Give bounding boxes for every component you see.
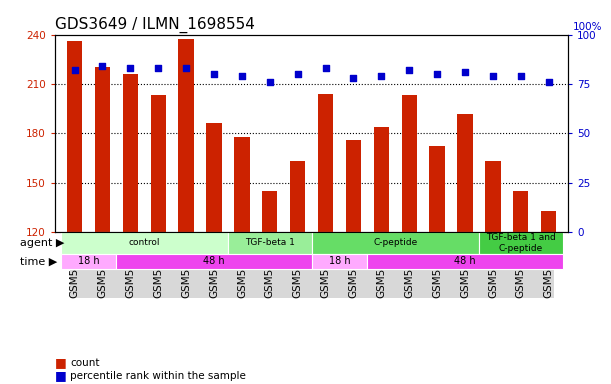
Point bbox=[544, 79, 554, 85]
Point bbox=[237, 73, 247, 79]
Bar bbox=[458, 114, 473, 232]
Point bbox=[321, 65, 331, 71]
Text: ■: ■ bbox=[55, 356, 67, 369]
Point bbox=[209, 71, 219, 77]
Bar bbox=[401, 96, 417, 232]
Point bbox=[265, 79, 275, 85]
Bar bbox=[150, 96, 166, 232]
Text: C-peptide: C-peptide bbox=[373, 238, 417, 247]
Bar bbox=[479, 232, 563, 254]
Text: percentile rank within the sample: percentile rank within the sample bbox=[70, 371, 246, 381]
Text: count: count bbox=[70, 358, 100, 368]
Point bbox=[125, 65, 135, 71]
Bar bbox=[262, 191, 277, 232]
Text: TGF-beta 1 and
C-peptide: TGF-beta 1 and C-peptide bbox=[486, 233, 555, 253]
Bar bbox=[318, 94, 333, 232]
Text: 48 h: 48 h bbox=[454, 256, 476, 266]
Bar bbox=[541, 211, 557, 232]
Point bbox=[153, 65, 163, 71]
Point bbox=[376, 73, 386, 79]
Text: agent ▶: agent ▶ bbox=[20, 238, 65, 248]
Bar bbox=[60, 254, 116, 269]
Text: TGF-beta 1: TGF-beta 1 bbox=[245, 238, 295, 247]
Bar bbox=[290, 161, 306, 232]
Text: GDS3649 / ILMN_1698554: GDS3649 / ILMN_1698554 bbox=[55, 17, 255, 33]
Point bbox=[516, 73, 525, 79]
Bar bbox=[207, 123, 222, 232]
Bar bbox=[178, 40, 194, 232]
Point bbox=[70, 67, 79, 73]
Point bbox=[488, 73, 498, 79]
Bar bbox=[430, 146, 445, 232]
Text: ■: ■ bbox=[55, 369, 67, 382]
Point bbox=[404, 67, 414, 73]
Point bbox=[460, 69, 470, 75]
Text: time ▶: time ▶ bbox=[20, 256, 57, 266]
Bar bbox=[123, 74, 138, 232]
Bar bbox=[513, 191, 529, 232]
Bar bbox=[374, 127, 389, 232]
Point bbox=[432, 71, 442, 77]
Text: 48 h: 48 h bbox=[203, 256, 225, 266]
Bar bbox=[116, 254, 312, 269]
Bar bbox=[485, 161, 500, 232]
Text: 100%: 100% bbox=[573, 22, 602, 32]
Point bbox=[348, 75, 358, 81]
Bar bbox=[60, 232, 228, 254]
Bar bbox=[346, 140, 361, 232]
Bar bbox=[312, 254, 367, 269]
Text: 18 h: 18 h bbox=[329, 256, 350, 266]
Bar bbox=[312, 232, 479, 254]
Bar bbox=[95, 68, 110, 232]
Point bbox=[293, 71, 302, 77]
Point bbox=[181, 65, 191, 71]
Point bbox=[98, 63, 108, 69]
Text: control: control bbox=[128, 238, 160, 247]
Bar bbox=[234, 137, 249, 232]
Bar bbox=[228, 232, 312, 254]
Text: 18 h: 18 h bbox=[78, 256, 99, 266]
Bar bbox=[367, 254, 563, 269]
Bar bbox=[67, 41, 82, 232]
